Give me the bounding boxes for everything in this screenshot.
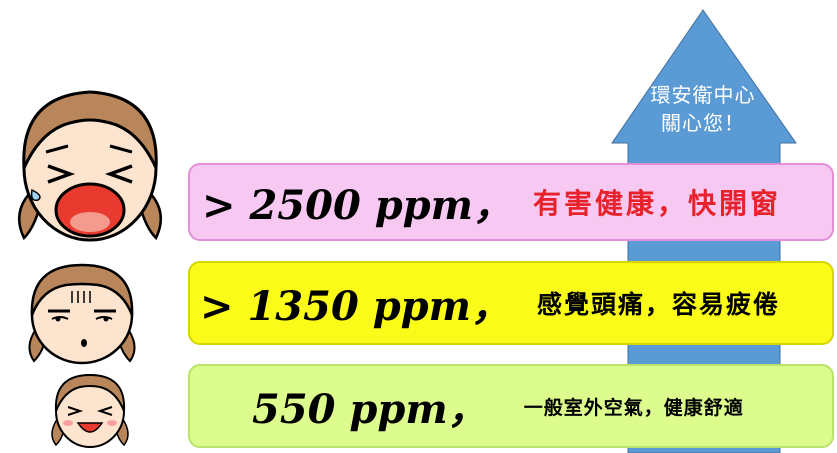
- level-bar-1350: > 1350 ppm， 感覺頭痛，容易疲倦: [188, 261, 834, 345]
- arrow-line-2: 關心您！: [661, 111, 745, 135]
- ppm-label: > 2500 ppm，: [202, 182, 513, 229]
- level-description: 一般室外空氣，健康舒適: [523, 396, 744, 419]
- ppm-label: > 1350 ppm，: [200, 283, 511, 330]
- level-bar-550: 550 ppm， 一般室外空氣，健康舒適: [188, 364, 834, 448]
- crying-face-icon: [17, 90, 163, 242]
- level-bar-2500: > 2500 ppm， 有害健康，快開窗: [188, 163, 834, 241]
- arrow-line-1: 環安衛中心: [650, 83, 756, 107]
- happy-face-icon: [51, 373, 129, 448]
- headache-face-icon: [28, 263, 136, 365]
- ppm-label: 550 ppm，: [252, 386, 488, 433]
- level-description: 感覺頭痛，容易疲倦: [536, 290, 780, 319]
- level-description: 有害健康，快開窗: [532, 187, 781, 220]
